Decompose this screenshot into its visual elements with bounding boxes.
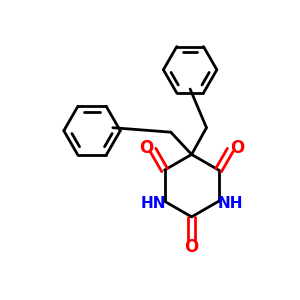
Text: HN: HN — [140, 196, 166, 211]
Text: NH: NH — [217, 196, 243, 211]
Text: O: O — [139, 140, 154, 158]
Text: O: O — [184, 238, 199, 256]
Text: O: O — [230, 140, 244, 158]
